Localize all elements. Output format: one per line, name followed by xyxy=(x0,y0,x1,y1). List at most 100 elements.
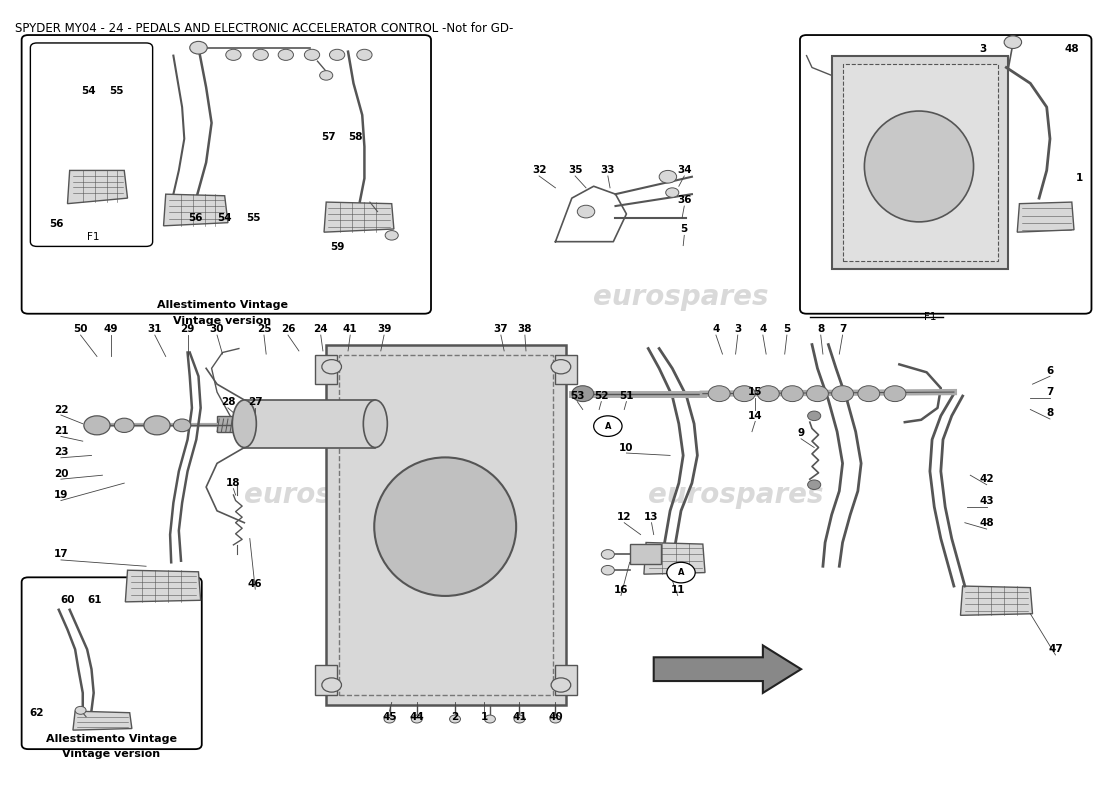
Text: 34: 34 xyxy=(676,166,692,175)
Text: 3: 3 xyxy=(734,324,741,334)
Text: 1: 1 xyxy=(1076,174,1084,183)
Bar xyxy=(629,544,661,564)
Text: 46: 46 xyxy=(248,578,263,589)
Polygon shape xyxy=(67,170,128,204)
Bar xyxy=(556,666,578,694)
Text: 16: 16 xyxy=(614,585,628,595)
Circle shape xyxy=(832,386,854,402)
Circle shape xyxy=(578,206,595,218)
Circle shape xyxy=(278,50,294,60)
Text: 47: 47 xyxy=(1048,644,1063,654)
Text: 15: 15 xyxy=(748,387,762,397)
Text: 4: 4 xyxy=(712,324,719,334)
Text: 8: 8 xyxy=(817,324,824,334)
Text: eurospares: eurospares xyxy=(244,283,419,311)
Text: 19: 19 xyxy=(54,490,68,500)
Circle shape xyxy=(114,418,134,433)
Text: 27: 27 xyxy=(248,398,263,407)
Circle shape xyxy=(84,416,110,435)
Circle shape xyxy=(189,42,207,54)
Text: Allestimento Vintage: Allestimento Vintage xyxy=(45,734,177,744)
Text: 2: 2 xyxy=(451,712,459,722)
Text: eurospares: eurospares xyxy=(244,481,419,509)
Text: 1: 1 xyxy=(481,712,488,722)
Circle shape xyxy=(594,416,623,437)
Text: 9: 9 xyxy=(798,428,804,438)
Ellipse shape xyxy=(232,400,256,447)
Polygon shape xyxy=(244,400,375,447)
Text: 17: 17 xyxy=(54,550,68,559)
Text: 31: 31 xyxy=(147,324,162,334)
Bar xyxy=(217,416,244,432)
Circle shape xyxy=(514,715,525,723)
Circle shape xyxy=(758,386,779,402)
Circle shape xyxy=(781,386,803,402)
Text: 48: 48 xyxy=(979,518,994,529)
Text: 44: 44 xyxy=(409,712,425,722)
Circle shape xyxy=(806,386,828,402)
Text: 5: 5 xyxy=(681,224,688,234)
Ellipse shape xyxy=(363,400,387,447)
Polygon shape xyxy=(960,586,1033,615)
Bar xyxy=(316,355,337,384)
Text: 51: 51 xyxy=(619,391,634,401)
Text: 5: 5 xyxy=(783,324,791,334)
Circle shape xyxy=(659,170,676,183)
Text: 60: 60 xyxy=(60,595,75,606)
Text: A: A xyxy=(678,568,684,577)
Text: A: A xyxy=(605,422,612,430)
Text: 57: 57 xyxy=(321,132,336,142)
Circle shape xyxy=(550,715,561,723)
Circle shape xyxy=(356,50,372,60)
Circle shape xyxy=(484,715,495,723)
Circle shape xyxy=(602,566,615,575)
Text: Allestimento Vintage: Allestimento Vintage xyxy=(157,300,288,310)
Text: F1: F1 xyxy=(87,232,100,242)
Text: 18: 18 xyxy=(227,478,241,488)
Circle shape xyxy=(144,416,170,435)
Circle shape xyxy=(708,386,730,402)
Text: 52: 52 xyxy=(594,391,608,401)
Text: 36: 36 xyxy=(676,194,692,205)
Circle shape xyxy=(411,715,422,723)
Circle shape xyxy=(320,70,333,80)
Text: eurospares: eurospares xyxy=(648,481,823,509)
Text: 50: 50 xyxy=(74,324,88,334)
Text: 3: 3 xyxy=(980,44,987,54)
Text: F1: F1 xyxy=(924,312,936,322)
Text: 40: 40 xyxy=(548,712,563,722)
Circle shape xyxy=(666,188,679,198)
Text: Vintage version: Vintage version xyxy=(62,749,161,759)
Text: 10: 10 xyxy=(619,442,634,453)
Text: 56: 56 xyxy=(188,213,202,223)
Circle shape xyxy=(667,562,695,583)
Polygon shape xyxy=(653,646,801,693)
Text: 11: 11 xyxy=(671,585,685,595)
Text: 22: 22 xyxy=(54,405,68,414)
Text: 41: 41 xyxy=(343,324,358,334)
Text: 58: 58 xyxy=(349,132,363,142)
Circle shape xyxy=(1004,36,1022,49)
Text: 7: 7 xyxy=(1046,387,1054,397)
Text: 54: 54 xyxy=(218,213,232,223)
Bar xyxy=(556,355,578,384)
Text: 30: 30 xyxy=(210,324,224,334)
Text: 32: 32 xyxy=(531,166,547,175)
Text: 35: 35 xyxy=(568,166,582,175)
Text: 25: 25 xyxy=(256,324,272,334)
Text: 61: 61 xyxy=(88,595,102,606)
Text: 56: 56 xyxy=(50,219,64,230)
Circle shape xyxy=(807,480,821,490)
Text: 20: 20 xyxy=(54,469,68,478)
Circle shape xyxy=(226,50,241,60)
Text: 13: 13 xyxy=(645,512,659,522)
Text: 42: 42 xyxy=(979,474,994,484)
Text: 53: 53 xyxy=(570,391,584,401)
Circle shape xyxy=(602,550,615,559)
Text: 37: 37 xyxy=(494,324,508,334)
Text: eurospares: eurospares xyxy=(593,283,769,311)
Polygon shape xyxy=(125,570,200,602)
Text: 62: 62 xyxy=(30,708,44,718)
Circle shape xyxy=(322,360,341,374)
Text: SPYDER MY04 - 24 - PEDALS AND ELECTRONIC ACCELERATOR CONTROL -Not for GD-: SPYDER MY04 - 24 - PEDALS AND ELECTRONIC… xyxy=(15,22,514,34)
